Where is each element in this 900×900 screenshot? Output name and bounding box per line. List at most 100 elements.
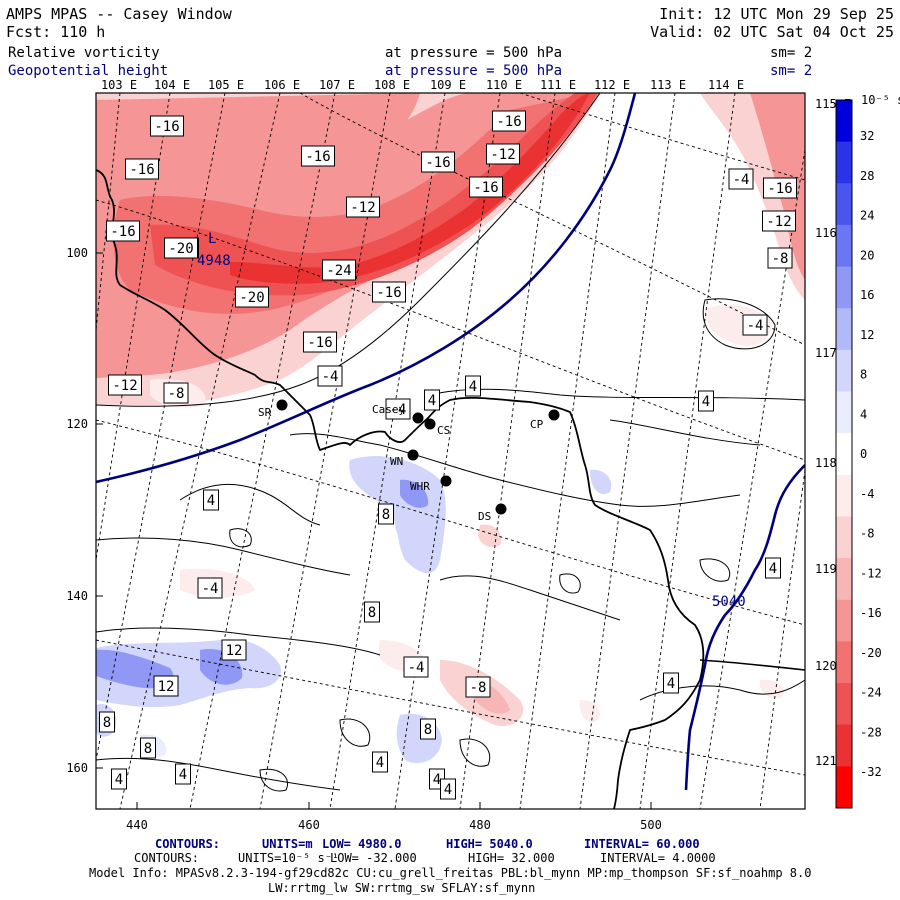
vorticity-label-text: -4: [202, 581, 219, 597]
station-markers: SR Casey CS WN WHR DS CP: [258, 399, 560, 523]
vorticity-label-text: 4: [376, 755, 384, 771]
colorbar-bin: [836, 141, 852, 184]
vorticity-label-text: 4: [702, 394, 710, 410]
vorticity-contour-label: -12: [346, 196, 380, 218]
vorticity-label-box: [164, 237, 198, 259]
vorticity-contour-label: 4: [765, 557, 781, 579]
vorticity-label-box: [372, 751, 388, 773]
station-dot: [440, 475, 452, 487]
vorticity-label-text: -4: [408, 660, 425, 676]
colorbar-label: -32: [860, 765, 882, 779]
vorticity-label-text: 12: [226, 643, 243, 659]
top-lon-label: 111 E: [540, 78, 576, 92]
field2-level: at pressure = 500 hPa: [385, 63, 562, 79]
colorbar: 10⁻⁵ s⁻¹ 32 28 24 20 16 12 8 4 0 -4 -8 -12 -16 -20 -24…: [835, 93, 900, 809]
vorticity-contour-label: -16: [301, 145, 335, 167]
vorticity-label-text: -20: [239, 290, 264, 306]
station-dot: [276, 399, 288, 411]
colorbar-labels: 32 28 24 20 16 12 8 4 0 -4 -8 -12 -16 -20 -24 -28 -32: [860, 129, 882, 779]
station-label: CP: [530, 418, 544, 431]
vorticity-label-box: [364, 601, 380, 623]
vorticity-contour-label: 8: [99, 711, 115, 733]
colorbar-label: 32: [860, 129, 874, 143]
vorticity-label-box: [221, 639, 247, 661]
colorbar-label: -16: [860, 606, 882, 620]
colorbar-bin: [836, 349, 852, 393]
model-info-line2: LW:rrtmg_lw SW:rrtmg_sw SFLAY:sf_mynn: [268, 881, 535, 895]
vorticity-label-text: 8: [424, 722, 432, 738]
vorticity-label-box: [663, 672, 679, 694]
bottom-axis-label: 500: [640, 818, 662, 832]
vorticity-label-text: 8: [103, 715, 111, 731]
vorticity-label-text: -16: [154, 119, 179, 135]
vorticity-shading-negative: [96, 93, 805, 726]
vorticity-label-text: -8: [168, 386, 185, 402]
colorbar-label: 20: [860, 248, 874, 262]
vorticity-label-box: [111, 768, 127, 790]
geop-contours-label: CONTOURS:: [155, 837, 220, 851]
vorticity-contour-label: 12: [221, 639, 247, 661]
vorticity-label-text: -16: [305, 149, 330, 165]
colorbar-label: -20: [860, 646, 882, 660]
vorticity-label-box: [378, 503, 394, 525]
vorticity-contour-label: -4: [742, 314, 768, 336]
vorticity-label-box: [742, 314, 768, 336]
vorticity-contour-label: 4: [663, 672, 679, 694]
vorticity-contour-label: -8: [163, 382, 189, 404]
geop-interval: INTERVAL= 60.000: [584, 837, 700, 851]
vorticity-label-box: [197, 577, 223, 599]
vorticity-label-box: [163, 382, 189, 404]
station-wn: WN: [390, 449, 419, 468]
station-label: Casey: [372, 403, 405, 416]
vorticity-contour-label: -16: [469, 176, 503, 198]
colorbar-label: -28: [860, 725, 882, 739]
vorticity-label-text: -16: [496, 114, 521, 130]
vorticity-label-text: 8: [382, 507, 390, 523]
top-longitude-labels: 103 E 104 E 105 E 106 E 107 E 108 E 109 E 110 E…: [101, 78, 744, 92]
geop-units: UNITS=m: [262, 837, 313, 851]
colorbar-label: 8: [860, 368, 867, 382]
vorticity-contour-label: -12: [486, 143, 520, 165]
vorticity-contour-labels: -16 -16 -16 -16 -16 -12 -16 -16 -12 -20 -20 -24 -16 -…: [99, 110, 797, 800]
vorticity-contour-label: -16: [125, 158, 159, 180]
colorbar-bins: [835, 99, 853, 809]
vorticity-label-box: [303, 331, 337, 353]
vorticity-label-box: [698, 390, 714, 412]
vorticity-contour-label: -20: [164, 237, 198, 259]
colorbar-units: 10⁻⁵ s⁻¹: [861, 93, 900, 107]
top-lon-label: 107 E: [319, 78, 355, 92]
vorticity-contour-label: 4: [175, 763, 191, 785]
bottom-axis-label: 480: [469, 818, 491, 832]
colorbar-label: -4: [860, 487, 874, 501]
vorticity-label-text: -4: [390, 402, 407, 418]
top-lon-label: 112 E: [594, 78, 630, 92]
left-axis-label: 100: [66, 246, 88, 260]
station-label: CS: [437, 424, 450, 437]
vorticity-contour-label: 4: [203, 489, 219, 511]
left-axis-label: 140: [66, 589, 88, 603]
vorticity-label-text: 4: [433, 772, 441, 788]
station-sr: SR: [258, 399, 288, 419]
station-casey: Casey: [372, 403, 424, 424]
station-label: DS: [478, 510, 491, 523]
vorticity-contour-label: 4: [465, 375, 481, 397]
geop-low-letter: L: [208, 231, 216, 247]
vorticity-label-text: -16: [425, 155, 450, 171]
vorticity-label-text: -16: [376, 285, 401, 301]
vorticity-contour-label: -16: [150, 115, 184, 137]
coastline: [96, 169, 705, 809]
vorticity-label-text: -4: [747, 318, 764, 334]
vorticity-contour-label: 4: [372, 751, 388, 773]
vorticity-label-box: [763, 177, 797, 199]
vort-low: LOW= -32.000: [330, 851, 417, 865]
geop-high-value: 5040: [712, 594, 746, 610]
vorticity-contour-label: 8: [420, 718, 436, 740]
vorticity-contour-label: 12: [153, 675, 179, 697]
vorticity-label-box: [424, 389, 440, 411]
vorticity-label-text: -12: [350, 200, 375, 216]
vorticity-label-box: [420, 718, 436, 740]
vorticity-contour-label: -16: [372, 281, 406, 303]
left-axis-label: 160: [66, 761, 88, 775]
station-label: WHR: [410, 480, 430, 493]
